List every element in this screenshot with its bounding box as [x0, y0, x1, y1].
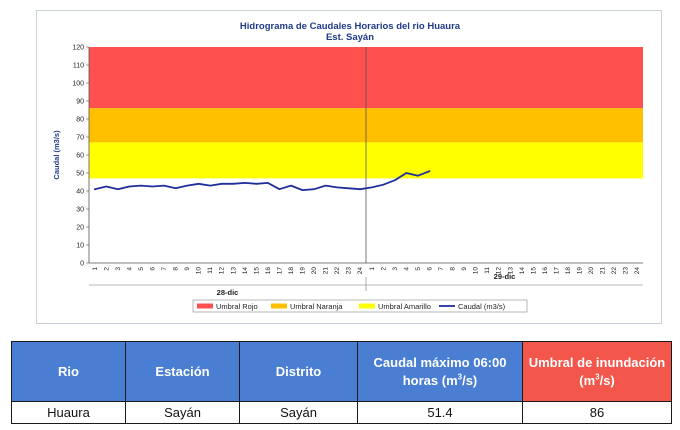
x-tick-label: 9 — [461, 267, 468, 271]
x-tick-label: 24 — [357, 267, 364, 275]
table-header-row: Rio Estación Distrito Caudal máximo 06:0… — [11, 341, 672, 402]
x-tick-label: 1 — [92, 267, 99, 271]
chart-title: Hidrograma de Caudales Horarios del rio … — [240, 21, 461, 32]
legend-swatch — [271, 303, 287, 309]
x-tick-label: 17 — [276, 267, 283, 275]
x-tick-label: 19 — [577, 267, 584, 275]
summary-table: Rio Estación Distrito Caudal máximo 06:0… — [11, 341, 672, 424]
x-tick-label: 21 — [600, 267, 607, 275]
table-row: Huaura Sayán Sayán 51.4 86 — [11, 401, 672, 424]
x-tick-label: 4 — [403, 267, 410, 271]
x-tick-label: 22 — [611, 267, 618, 275]
x-tick-label: 13 — [507, 267, 514, 275]
legend-label: Umbral Amarillo — [378, 302, 431, 311]
x-tick-label: 23 — [346, 267, 353, 275]
x-tick-label: 16 — [542, 267, 549, 275]
x-tick-label: 15 — [530, 267, 537, 275]
x-tick-label: 7 — [161, 267, 168, 271]
x-tick-label: 14 — [242, 267, 249, 275]
x-tick-label: 2 — [103, 267, 110, 271]
x-tick-label: 2 — [380, 267, 387, 271]
x-tick-label: 3 — [392, 267, 399, 271]
x-tick-label: 7 — [438, 267, 445, 271]
day-label: 28-dic — [217, 288, 239, 297]
x-tick-label: 5 — [415, 267, 422, 271]
x-tick-label: 10 — [196, 267, 203, 275]
legend-label: Umbral Rojo — [216, 302, 258, 311]
header-distrito: Distrito — [239, 341, 358, 402]
series-line-caudal — [93, 170, 431, 192]
x-tick-label: 16 — [265, 267, 272, 275]
x-tick-label: 6 — [149, 267, 156, 271]
y-axis-label: Caudal (m3/s) — [52, 130, 61, 180]
x-tick-label: 3 — [115, 267, 122, 271]
header-estacion: Estación — [125, 341, 240, 402]
y-tick-label: 100 — [72, 81, 84, 88]
y-tick-label: 20 — [76, 225, 84, 232]
x-tick-label: 11 — [207, 267, 214, 274]
x-tick-label: 23 — [623, 267, 630, 275]
x-tick-label: 8 — [173, 267, 180, 271]
legend-label: Umbral Naranja — [290, 302, 343, 311]
cell-rio: Huaura — [11, 401, 126, 424]
x-tick-label: 11 — [484, 267, 491, 274]
x-tick-label: 19 — [300, 267, 307, 275]
y-tick-label: 120 — [72, 45, 84, 52]
legend-swatch — [359, 303, 375, 309]
y-tick-label: 110 — [73, 63, 84, 70]
x-tick-label: 20 — [588, 267, 595, 275]
x-tick-label: 18 — [565, 267, 572, 275]
y-tick-label: 0 — [80, 261, 84, 268]
y-tick-label: 80 — [76, 117, 84, 124]
cell-umbral: 86 — [522, 401, 672, 424]
legend-swatch — [197, 303, 213, 309]
y-tick-label: 60 — [76, 153, 84, 160]
x-tick-label: 14 — [519, 267, 526, 275]
x-tick-label: 1 — [369, 267, 376, 271]
x-tick-label: 21 — [323, 267, 330, 275]
cell-estacion: Sayán — [125, 401, 240, 424]
x-tick-label: 12 — [219, 267, 226, 275]
x-tick-label: 8 — [450, 267, 457, 271]
header-rio: Rio — [11, 341, 126, 402]
y-tick-label: 40 — [76, 189, 84, 196]
y-tick-label: 10 — [76, 243, 84, 250]
cell-distrito: Sayán — [239, 401, 358, 424]
y-tick-label: 50 — [76, 171, 84, 178]
chart-subtitle: Est. Sayán — [326, 32, 374, 43]
y-tick-label: 90 — [76, 99, 84, 106]
header-umbral-inundacion: Umbral de inundación (m3/s) — [522, 341, 672, 402]
x-tick-label: 9 — [184, 267, 191, 271]
x-tick-label: 22 — [334, 267, 341, 275]
x-tick-label: 12 — [496, 267, 503, 275]
y-tick-label: 70 — [76, 135, 84, 142]
header-caudal-maximo: Caudal máximo 06:00 horas (m3/s) — [357, 341, 523, 402]
x-tick-label: 18 — [288, 267, 295, 275]
cell-caudal: 51.4 — [357, 401, 523, 424]
x-tick-label: 15 — [253, 267, 260, 275]
x-tick-label: 5 — [138, 267, 145, 271]
x-tick-label: 20 — [311, 267, 318, 275]
chart-frame: Hidrograma de Caudales Horarios del rio … — [36, 10, 662, 324]
legend-label: Caudal (m3/s) — [458, 302, 506, 311]
x-tick-label: 10 — [473, 267, 480, 275]
x-tick-label: 4 — [126, 267, 133, 271]
day-label: 29-dic — [494, 272, 516, 281]
x-tick-label: 13 — [230, 267, 237, 275]
x-tick-label: 17 — [553, 267, 560, 275]
x-tick-label: 6 — [426, 267, 433, 271]
y-tick-label: 30 — [76, 207, 84, 214]
x-tick-label: 24 — [634, 267, 641, 275]
hydrograph-chart: Hidrograma de Caudales Horarios del rio … — [52, 21, 643, 313]
